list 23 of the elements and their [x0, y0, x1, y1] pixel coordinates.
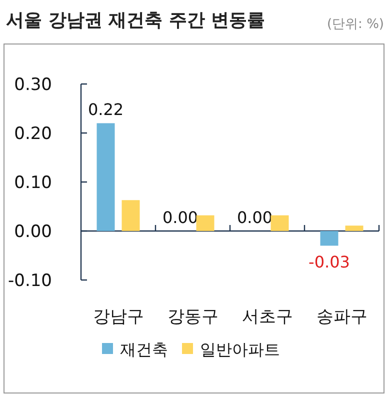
y-tick-label: 0.30: [14, 75, 52, 95]
text: (단위: %): [326, 17, 384, 32]
x-tick-label: 강동구: [167, 307, 218, 327]
x-tick-label: 송파구: [316, 307, 368, 327]
y-tick-label: 0.00: [14, 222, 52, 242]
x-tick-label: 서초구: [242, 307, 293, 327]
bar: [345, 226, 364, 231]
bar: [96, 123, 115, 231]
y-tick-label: -0.10: [8, 271, 52, 291]
data-label: 0.22: [88, 100, 124, 120]
chart-title: 서울 강남권 재건축 주간 변동률: [6, 10, 266, 31]
y-tick-label: 0.10: [14, 173, 52, 193]
y-tick-label: 0.20: [14, 124, 52, 144]
data-label: 0.00: [236, 208, 273, 227]
legend-label: 재건축: [120, 340, 168, 359]
x-tick-label: 강남구: [92, 307, 144, 327]
data-label: -0.03: [308, 252, 350, 272]
bar: [196, 215, 214, 231]
data-label: 0.00: [162, 208, 198, 227]
bar: [122, 200, 140, 231]
bar: [320, 231, 338, 246]
bar: [270, 215, 289, 231]
legend-label: 일반아파트: [200, 340, 280, 359]
